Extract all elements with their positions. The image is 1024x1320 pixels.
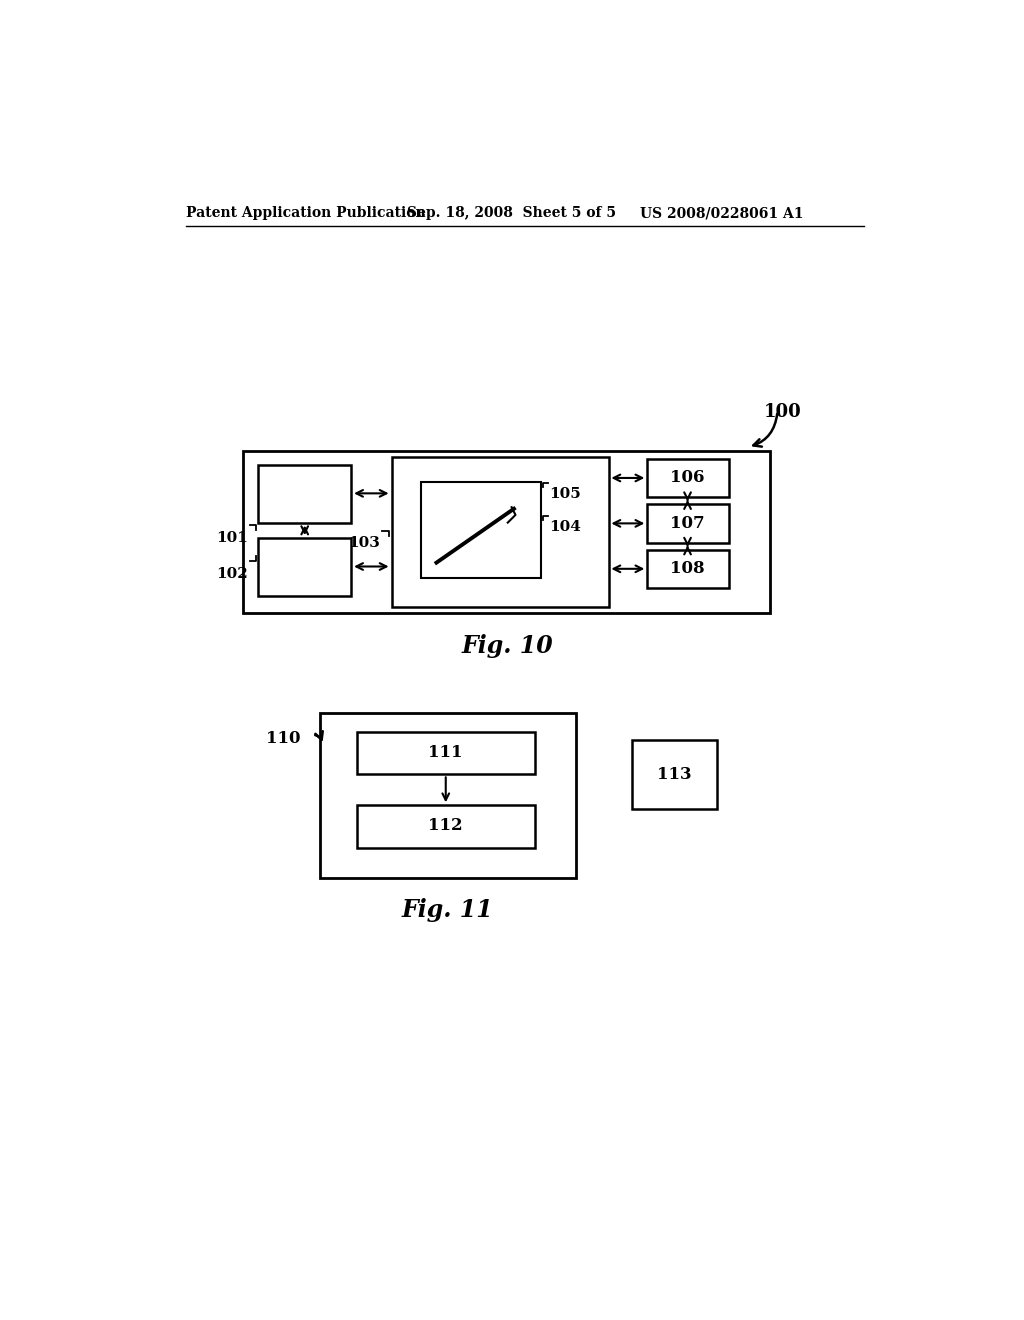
Text: 100: 100	[764, 404, 801, 421]
Text: 113: 113	[657, 766, 691, 783]
Text: Fig. 10: Fig. 10	[462, 635, 554, 659]
Bar	[391, 457, 608, 607]
Text: Fig. 11: Fig. 11	[401, 898, 494, 921]
Text: 101: 101	[216, 531, 248, 545]
Text: 103: 103	[348, 536, 380, 549]
Bar	[356, 733, 535, 775]
Text: 111: 111	[428, 744, 463, 762]
Text: 110: 110	[265, 730, 300, 747]
Text: 104: 104	[550, 520, 582, 535]
Bar	[243, 451, 770, 612]
Text: Sep. 18, 2008  Sheet 5 of 5: Sep. 18, 2008 Sheet 5 of 5	[407, 206, 616, 220]
Bar	[647, 459, 729, 498]
Text: 106: 106	[671, 470, 705, 487]
Bar	[632, 739, 717, 809]
Text: Patent Application Publication: Patent Application Publication	[186, 206, 426, 220]
Bar	[321, 713, 575, 878]
Text: 107: 107	[671, 515, 705, 532]
Text: US 2008/0228061 A1: US 2008/0228061 A1	[640, 206, 803, 220]
Bar	[647, 549, 729, 589]
Text: 112: 112	[428, 817, 463, 834]
Bar	[356, 805, 535, 847]
Bar	[421, 482, 541, 578]
Bar	[258, 465, 351, 523]
Bar	[647, 504, 729, 543]
Text: 105: 105	[550, 487, 582, 502]
Bar	[258, 539, 351, 595]
Text: 108: 108	[671, 560, 705, 577]
Text: 102: 102	[216, 566, 248, 581]
